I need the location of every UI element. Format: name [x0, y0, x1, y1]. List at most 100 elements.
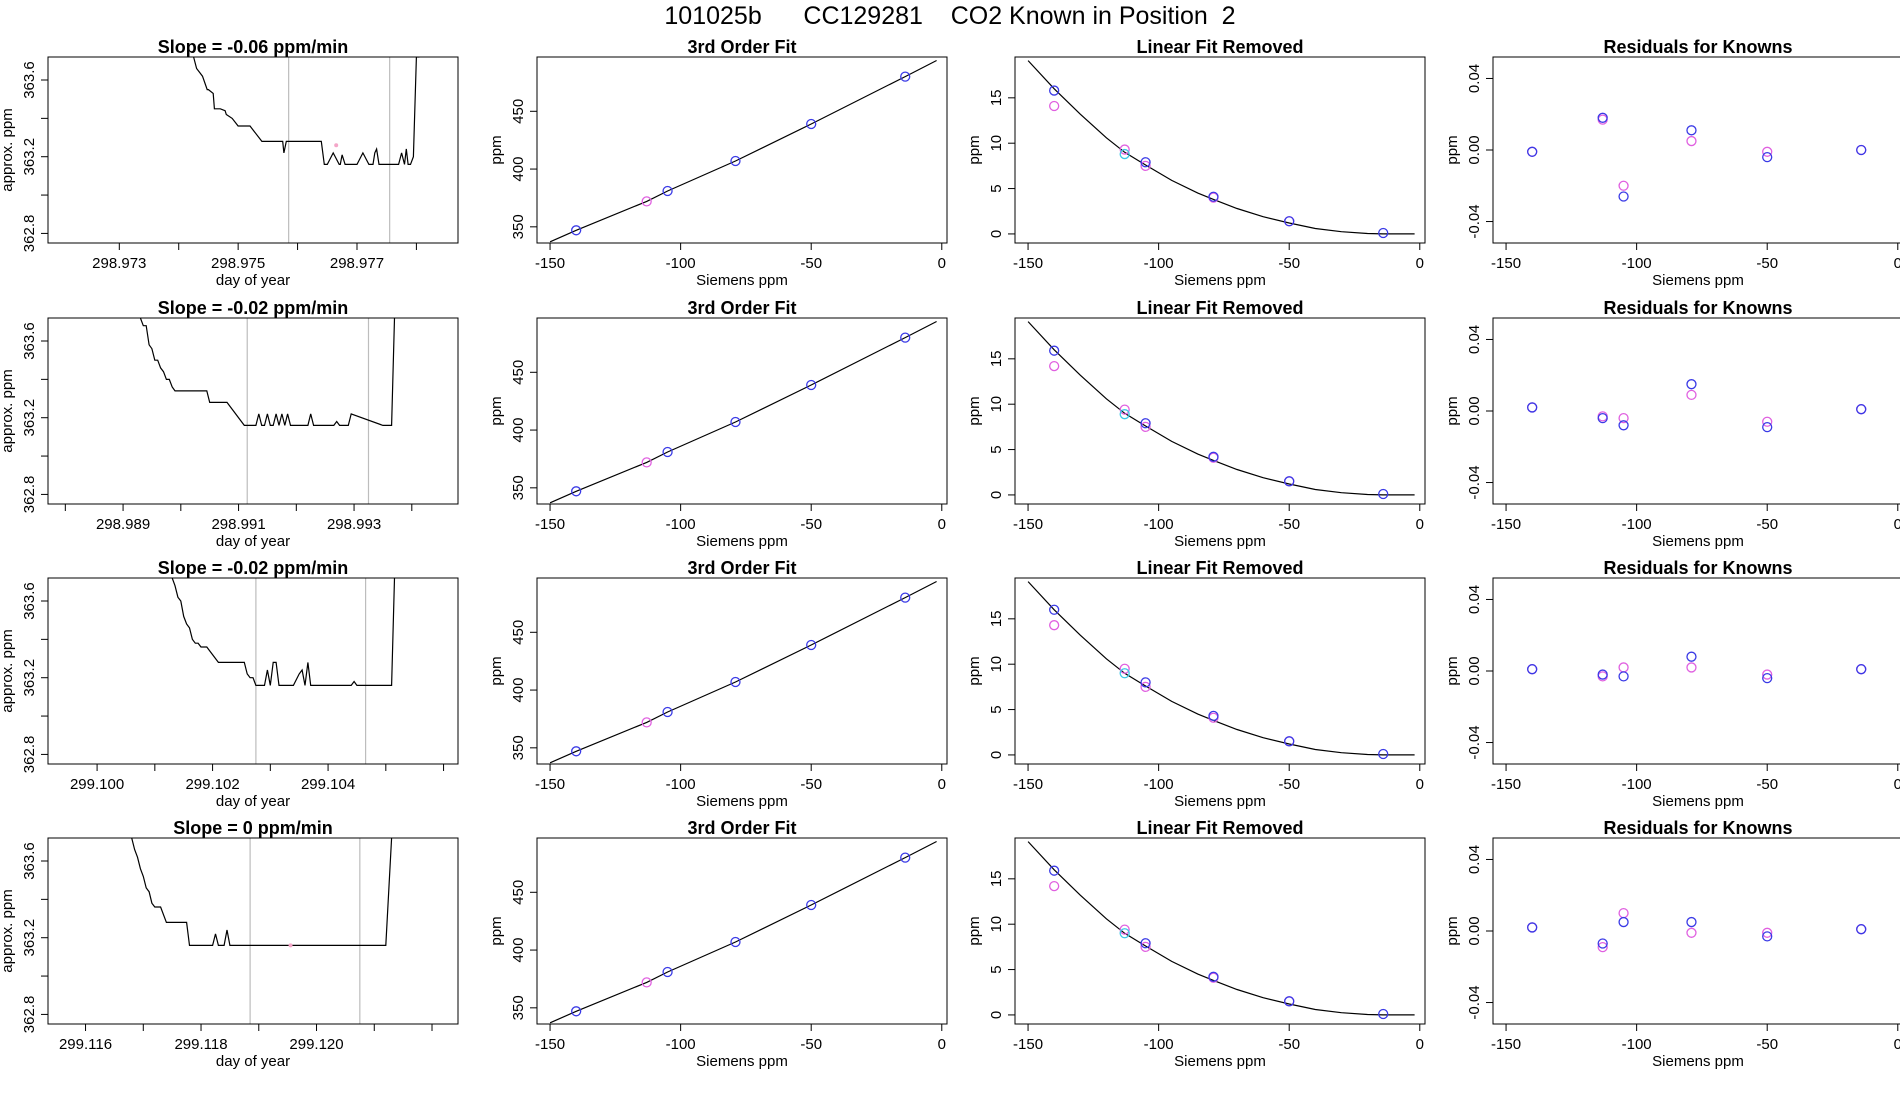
data-point: [1284, 736, 1295, 747]
y-tick-label: 5: [988, 445, 1005, 453]
plot-area: [1027, 321, 1415, 500]
y-tick-label: 15: [988, 870, 1005, 887]
x-axis-label: Siemens ppm: [696, 533, 788, 550]
plot-area: [1527, 379, 1867, 433]
y-tick-label: 15: [988, 350, 1005, 367]
data-point: [1049, 85, 1060, 96]
panel-r1-c4: Residuals for Knowns -150 -100 -50 0 -0.04 0.0…: [1444, 37, 1900, 289]
data-point: [900, 71, 911, 82]
x-tick-label: -100: [666, 776, 696, 793]
x-tick-label: -50: [1756, 516, 1778, 533]
x-axis-label: Siemens ppm: [1652, 533, 1744, 550]
y-axis-label: ppm: [1444, 916, 1461, 945]
x-tick-label: 298.977: [330, 255, 384, 272]
data-point: [1140, 421, 1151, 433]
y-tick-label: 400: [510, 157, 527, 182]
data-point: [1618, 907, 1629, 919]
y-tick-label: 10: [988, 656, 1005, 673]
data-point: [1686, 389, 1697, 401]
y-tick-label: 450: [510, 880, 527, 905]
y-axis-label: approx. ppm: [0, 369, 16, 452]
data-point: [1119, 409, 1130, 420]
fit-curve: [549, 840, 937, 1024]
y-tick-label: -0.04: [1466, 465, 1483, 499]
data-point: [1686, 662, 1697, 673]
y-tick-label: 15: [988, 610, 1005, 627]
fit-curve: [549, 320, 937, 504]
plot-area: [193, 57, 420, 165]
data-point: [1618, 180, 1629, 191]
data-point: [1119, 404, 1130, 415]
data-point: [1762, 927, 1773, 938]
fit-curve: [1027, 60, 1415, 235]
x-tick-label: -100: [1144, 255, 1174, 272]
y-tick-label: 350: [510, 214, 527, 239]
y-tick-label: 400: [510, 418, 527, 443]
x-tick-label: 298.973: [92, 255, 146, 272]
plot-frame: [47, 577, 459, 765]
data-point: [571, 486, 582, 497]
x-tick-label: 299.118: [174, 1036, 227, 1053]
panel-title: Linear Fit Removed: [1136, 558, 1303, 578]
plot-frame: [47, 317, 459, 505]
data-point: [641, 977, 652, 988]
y-tick-label: 362.8: [21, 215, 38, 253]
y-tick-label: 10: [988, 396, 1005, 413]
panel-title: Slope = -0.06 ppm/min: [158, 37, 349, 57]
plot-area: [1027, 60, 1415, 239]
panel-title: Residuals for Knowns: [1603, 558, 1792, 578]
x-axis-label: Siemens ppm: [696, 793, 788, 810]
data-point: [1119, 928, 1130, 939]
data-point: [1378, 1008, 1389, 1020]
data-point: [641, 457, 652, 468]
x-tick-label: -150: [1013, 1036, 1043, 1053]
plot-area: [549, 580, 937, 764]
plot-frame: [536, 837, 948, 1025]
y-tick-label: 363.2: [21, 399, 38, 437]
plot-area: [139, 318, 396, 426]
x-axis-label: day of year: [216, 533, 290, 550]
data-point: [900, 852, 911, 863]
y-tick-label: 363.2: [21, 919, 38, 957]
plot-frame: [47, 56, 459, 244]
y-tick-label: 400: [510, 678, 527, 703]
plot-area: [1027, 581, 1415, 760]
data-point: [1618, 671, 1629, 682]
panel-title: 3rd Order Fit: [687, 558, 796, 578]
x-tick-label: 0: [1416, 516, 1424, 533]
data-point: [1527, 664, 1538, 675]
x-tick-label: 298.993: [327, 516, 381, 533]
x-tick-label: -50: [1278, 776, 1300, 793]
x-tick-label: 299.104: [301, 776, 355, 793]
x-tick-label: -100: [666, 516, 696, 533]
x-axis-label: Siemens ppm: [1174, 793, 1266, 810]
x-tick-label: -100: [1622, 776, 1652, 793]
y-tick-label: 450: [510, 360, 527, 385]
x-tick-label: -150: [535, 255, 565, 272]
panel-title: Linear Fit Removed: [1136, 298, 1303, 318]
panel-r3-c3: Linear Fit Removed -150 -100 -50 0 0 5 10 15 Siem…: [966, 558, 1426, 810]
y-tick-label: 0: [988, 1011, 1005, 1019]
panel-r4-c4: Residuals for Knowns -150 -100 -50 0 -0.04 0.0…: [1444, 818, 1900, 1070]
y-tick-label: 0.04: [1466, 325, 1483, 354]
x-tick-label: -100: [1622, 255, 1652, 272]
panel-title: 3rd Order Fit: [687, 298, 796, 318]
x-tick-label: -50: [1278, 255, 1300, 272]
data-point: [1119, 668, 1130, 679]
data-point: [1686, 927, 1697, 938]
data-point: [1686, 379, 1697, 390]
y-tick-label: 363.6: [21, 582, 38, 620]
y-tick-label: 350: [510, 475, 527, 500]
y-tick-label: 0: [988, 491, 1005, 499]
data-point: [1049, 360, 1060, 372]
data-point: [1686, 135, 1697, 147]
y-tick-label: 450: [510, 99, 527, 124]
panel-title: Linear Fit Removed: [1136, 818, 1303, 838]
data-point: [1208, 451, 1219, 462]
plot-area: [549, 59, 937, 243]
x-axis-label: Siemens ppm: [1174, 1053, 1266, 1070]
data-point: [1284, 476, 1295, 487]
y-axis-label: approx. ppm: [0, 629, 16, 712]
y-axis-label: ppm: [966, 396, 983, 425]
data-point: [1284, 216, 1295, 227]
